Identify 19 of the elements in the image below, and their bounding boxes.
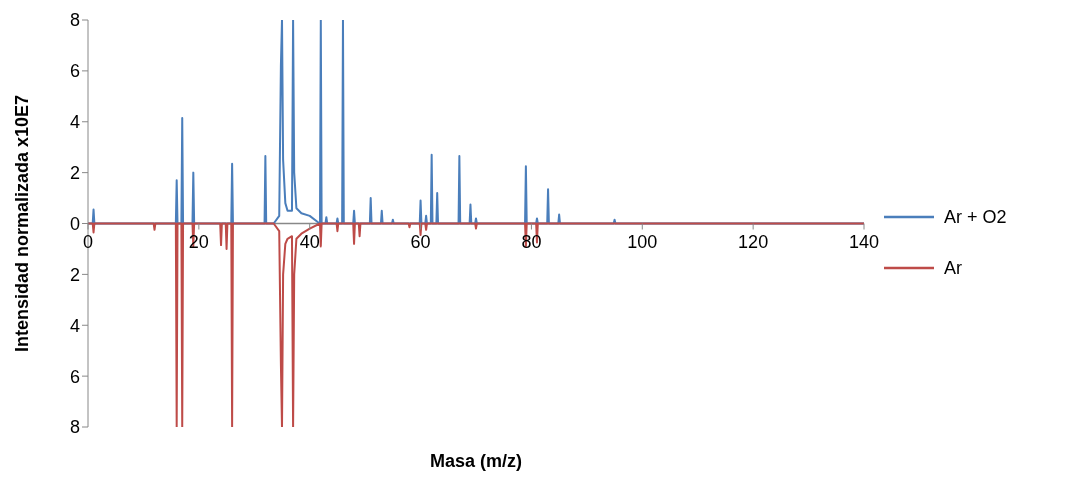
x-tick-label: 100 (627, 231, 658, 252)
x-tick-label: 140 (848, 231, 880, 252)
legend-label: Ar (944, 257, 962, 279)
x-tick-label: 120 (738, 231, 769, 252)
x-tick-label: 40 (299, 231, 320, 252)
x-axis-title: Masa (m/z) (429, 451, 523, 471)
y-tick-label: 2 (69, 264, 80, 285)
x-tick-label: 60 (410, 231, 431, 252)
y-tick-label: 4 (69, 315, 80, 336)
y-tick-label: 0 (69, 213, 80, 234)
y-tick-label: 6 (69, 366, 80, 387)
y-tick-label: 8 (69, 417, 80, 438)
legend-label: Ar + O2 (944, 206, 1007, 228)
y-axis-title: Intensidad normalizada x10E7 (12, 94, 33, 353)
y-tick-label: 6 (69, 61, 80, 82)
y-tick-label: 2 (69, 163, 80, 184)
y-tick-label: 4 (69, 112, 80, 133)
y-tick-label: 8 (69, 10, 80, 31)
x-tick-label: 0 (82, 231, 94, 252)
